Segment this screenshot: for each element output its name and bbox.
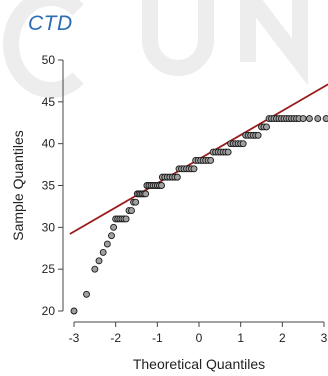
data-point xyxy=(299,115,307,123)
data-point xyxy=(254,131,262,139)
watermark-letter-u xyxy=(142,0,214,76)
watermark-letters xyxy=(3,0,308,98)
x-tick-label: 0 xyxy=(196,331,203,345)
data-point xyxy=(128,207,135,215)
data-point xyxy=(314,115,322,123)
axes-group: 20 25 30 35 40 45 50 -3 -2 -1 0 1 2 3 Theoretical Quan… xyxy=(42,53,328,372)
data-point xyxy=(263,123,270,131)
data-point xyxy=(142,190,150,198)
x-tick-label: -1 xyxy=(152,331,163,345)
x-tick-label: 3 xyxy=(321,331,328,345)
data-point xyxy=(158,182,165,189)
data-point xyxy=(322,115,328,123)
panel-title: CTD xyxy=(28,12,73,35)
x-axis-title: Theoretical Quantiles xyxy=(133,356,265,372)
data-point xyxy=(110,223,118,231)
data-point xyxy=(207,156,215,164)
y-axis-title-group: Sample Quantiles xyxy=(10,130,26,241)
data-point xyxy=(103,240,111,248)
data-point xyxy=(132,198,140,206)
y-tick-label: 40 xyxy=(42,137,56,151)
x-tick-label: -2 xyxy=(110,331,121,345)
y-tick-label: 45 xyxy=(42,95,56,109)
y-tick-label: 50 xyxy=(42,53,56,67)
data-point xyxy=(83,290,90,298)
data-point xyxy=(239,140,247,148)
data-point xyxy=(108,232,115,240)
x-tick-label: 1 xyxy=(237,331,244,345)
data-point xyxy=(91,265,99,273)
data-point xyxy=(70,307,78,315)
x-tick-label: -3 xyxy=(69,331,80,345)
watermark-letter-n xyxy=(240,0,308,86)
y-tick-label: 35 xyxy=(42,179,56,193)
y-axis-title: Sample Quantiles xyxy=(10,130,26,241)
data-point xyxy=(224,148,232,156)
data-point xyxy=(305,115,313,123)
watermark-letter-c xyxy=(3,0,84,98)
y-tick-label: 25 xyxy=(42,262,56,276)
y-tick-label: 20 xyxy=(42,304,56,318)
y-tick-label: 30 xyxy=(42,220,56,234)
x-tick-label: 2 xyxy=(279,331,286,345)
data-point xyxy=(95,257,103,265)
data-point xyxy=(190,165,198,173)
data-point xyxy=(122,215,130,223)
data-point xyxy=(173,173,181,181)
data-points-group xyxy=(70,115,328,315)
data-point xyxy=(99,248,107,256)
